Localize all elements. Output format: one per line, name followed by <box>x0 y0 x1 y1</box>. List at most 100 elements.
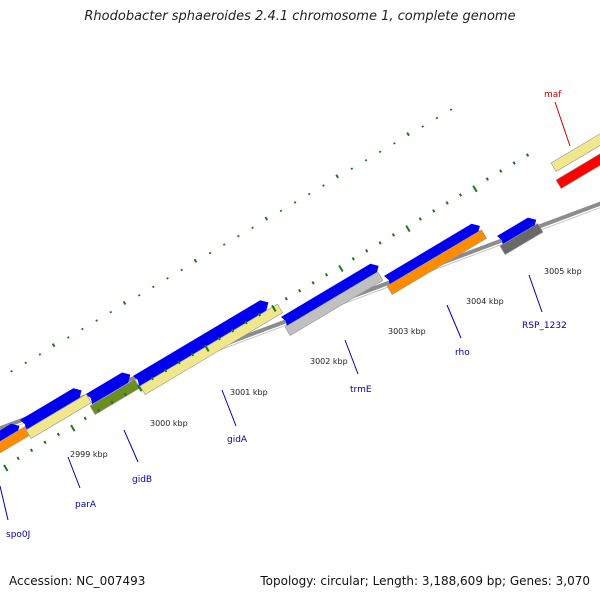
scale-tick-label: 3001 kbp <box>230 388 268 397</box>
scale-tick-label: 3002 kbp <box>310 357 348 366</box>
map-title: Rhodobacter sphaeroides 2.4.1 chromosome… <box>84 9 516 24</box>
scale-tick-mark <box>83 416 87 421</box>
scale-tick-mark <box>324 272 329 277</box>
outer-tick-mark <box>251 226 254 230</box>
scale-tick-mark <box>365 249 369 253</box>
outer-tick-mark <box>24 361 28 365</box>
feature-block <box>284 271 384 337</box>
scale-tick-mark <box>298 288 302 293</box>
label-leader-line <box>123 429 139 463</box>
cds-arrow <box>20 388 82 431</box>
outer-tick-mark <box>393 142 396 145</box>
feature-block <box>386 229 488 296</box>
scale-tick-mark <box>338 265 344 273</box>
gene-label-gidb: gidB <box>132 475 152 485</box>
scale-tick-mark <box>123 392 128 397</box>
scale-tick-mark <box>311 280 315 285</box>
scale-tick-mark <box>164 368 168 373</box>
outer-tick-mark <box>435 116 439 120</box>
scale-tick-mark <box>244 320 248 325</box>
outer-tick-mark <box>293 201 297 204</box>
outer-tick-mark <box>193 258 198 263</box>
outer-tick-mark <box>180 268 183 272</box>
scale-tick-mark <box>378 241 382 245</box>
cds-arrow <box>384 223 480 287</box>
outer-tick-mark <box>137 293 141 297</box>
scale-tick-mark <box>56 432 61 437</box>
feature-block <box>89 378 141 416</box>
outer-tick-mark <box>406 132 410 137</box>
outer-tick-mark <box>449 108 453 111</box>
outer-tick-mark <box>95 319 98 322</box>
cds-arrow <box>133 300 269 387</box>
scale-tick-mark <box>29 448 34 453</box>
gene-label-maf: maf <box>544 90 562 100</box>
scale-tick-mark <box>110 400 114 405</box>
scale-tick-mark <box>418 217 422 221</box>
scale-tick-label: 3005 kbp <box>544 267 582 276</box>
gene-labels: spo0J parA gidB gidA trmE rho RSP_1232 maf <box>0 90 571 540</box>
outer-tick-mark <box>208 251 212 255</box>
feature-block <box>25 393 92 440</box>
label-leader-line <box>67 456 81 489</box>
gene-label-gida: gidA <box>227 435 248 445</box>
scale-tick-mark <box>445 201 449 205</box>
forward-strand-cds-track <box>0 217 537 445</box>
outer-tick-mark <box>122 300 127 305</box>
outer-tick-mark <box>335 174 339 179</box>
cds-arrow <box>86 372 131 405</box>
scale-tick-label: 3000 kbp <box>150 419 188 428</box>
label-leader-line <box>446 304 462 339</box>
scale-tick-mark <box>485 177 489 181</box>
scale-tick-mark <box>217 336 221 341</box>
scale-tick-mark <box>190 352 195 357</box>
label-leader-line <box>528 274 543 313</box>
scale-tick-mark <box>391 233 396 237</box>
scale-tick-mark <box>458 193 463 197</box>
scale-tick-mark <box>499 169 503 173</box>
gene-label-trme: trmE <box>350 385 372 395</box>
outer-tick-mark <box>10 369 13 373</box>
scale-tick-mark <box>271 304 277 312</box>
scale-tick-mark <box>257 312 262 317</box>
outer-tick-mark <box>421 125 425 128</box>
outer-tick-mark <box>66 336 70 339</box>
outer-tick-mark <box>222 243 226 246</box>
scale-tick-mark <box>525 153 530 157</box>
outer-tick-mark <box>166 277 169 280</box>
outer-tick-mark <box>109 310 113 314</box>
scale-tick-mark <box>3 464 9 472</box>
scale-ticks: 2999 kbp 3000 kbp 3001 kbp 3002 kbp 3003 kbp… <box>3 153 582 472</box>
scale-tick-label: 3003 kbp <box>388 327 426 336</box>
outer-tick-mark <box>279 209 283 213</box>
feature-block <box>555 148 600 190</box>
outer-tick-mark <box>364 158 368 162</box>
outer-tick-mark <box>350 167 354 170</box>
scale-tick-mark <box>16 456 20 461</box>
genome-stats-text: Topology: circular; Length: 3,188,609 bp… <box>260 574 590 588</box>
outer-tick-mark <box>152 285 155 289</box>
scale-tick-mark <box>405 225 411 233</box>
scale-tick-mark <box>432 209 436 213</box>
outer-tick-mark <box>378 150 382 154</box>
scale-tick-label: 2999 kbp <box>70 450 108 459</box>
scale-tick-mark <box>472 185 478 193</box>
scale-tick-mark <box>150 376 154 381</box>
gene-label-rho: rho <box>455 348 470 358</box>
label-leader-line <box>344 339 359 375</box>
scale-tick-mark <box>43 440 47 445</box>
scale-tick-mark <box>351 257 355 261</box>
scale-tick-mark <box>96 408 101 413</box>
scale-tick-mark <box>512 161 516 165</box>
outer-tick-mark <box>51 343 56 348</box>
outer-tick-mark <box>264 216 269 221</box>
feature-block <box>499 223 544 256</box>
scale-tick-mark <box>70 424 76 432</box>
label-leader-line <box>221 389 237 427</box>
gene-label-para: parA <box>75 500 97 510</box>
cds-arrow <box>497 217 537 247</box>
scale-tick-mark <box>284 296 288 301</box>
scale-tick-mark <box>204 344 210 352</box>
